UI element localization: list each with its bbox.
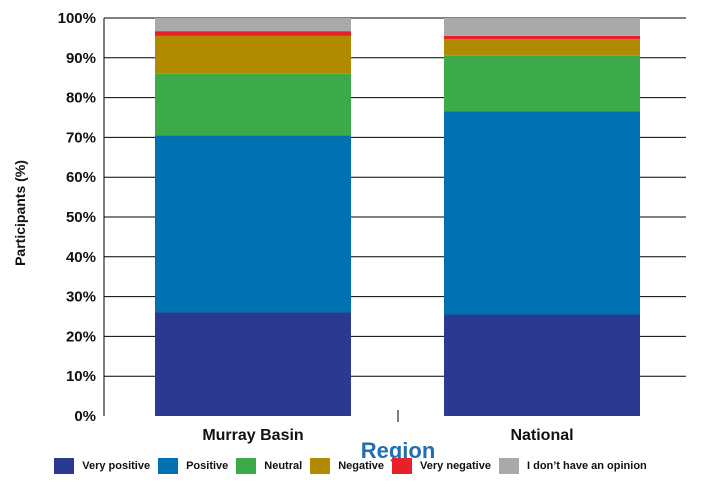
bar-segment xyxy=(444,314,640,416)
y-tick-label: 100% xyxy=(58,10,96,27)
legend-item: Very negative xyxy=(392,458,491,474)
legend-label: Neutral xyxy=(264,460,303,472)
legend-item: Neutral xyxy=(236,458,302,474)
y-tick-label: 80% xyxy=(66,90,96,107)
legend-item: Negative xyxy=(310,458,384,474)
y-tick-label: 40% xyxy=(66,249,96,266)
x-tick-labels: Murray Basin National xyxy=(202,427,573,444)
bar-segment xyxy=(155,35,351,74)
legend-swatch xyxy=(392,458,413,474)
bar-segment xyxy=(444,111,640,315)
bar-segment xyxy=(155,31,351,36)
legend-label: Positive xyxy=(186,460,229,472)
y-tick-label: 70% xyxy=(66,129,96,146)
legend-swatch xyxy=(310,458,331,474)
y-axis-label: Participants (%) xyxy=(12,160,28,266)
axes xyxy=(103,18,399,422)
bar-segment xyxy=(155,312,351,416)
y-tick-label: 50% xyxy=(66,209,96,226)
bar-segment xyxy=(444,39,640,56)
legend-swatch xyxy=(498,458,519,474)
y-tick-label: 10% xyxy=(66,368,96,385)
legend-label: Very positive xyxy=(82,460,151,472)
y-tick-label: 90% xyxy=(66,50,96,67)
y-tick-label: 30% xyxy=(66,289,96,306)
y-tick-labels: 0% 10% 20% 30% 40% 50% 60% 70% 80% 90% 100% xyxy=(58,10,96,425)
legend-label: I don’t have an opinion xyxy=(526,460,647,472)
bar-segment xyxy=(444,35,640,40)
bar-segment xyxy=(444,55,640,112)
legend-swatch xyxy=(54,458,75,474)
legend-label: Very negative xyxy=(420,460,491,472)
legend-label: Negative xyxy=(338,460,385,472)
x-tick-label: National xyxy=(510,427,573,444)
bar-segment xyxy=(155,135,351,313)
bar-segment xyxy=(444,18,640,36)
y-tick-label: 60% xyxy=(66,169,96,186)
legend-swatch xyxy=(158,458,179,474)
x-tick-label: Murray Basin xyxy=(202,427,303,444)
y-tick-label: 20% xyxy=(66,328,96,345)
bar-segment xyxy=(155,73,351,136)
legend-item: Very positive xyxy=(54,458,150,474)
bar-segment xyxy=(155,18,351,32)
legend-swatch xyxy=(236,458,257,474)
legend-item: Positive xyxy=(158,458,228,474)
y-tick-label: 0% xyxy=(74,408,96,425)
legend: Very positive Positive Neutral Negative Very… xyxy=(0,456,701,476)
legend-item: I don’t have an opinion xyxy=(498,458,647,474)
bars xyxy=(155,18,640,416)
